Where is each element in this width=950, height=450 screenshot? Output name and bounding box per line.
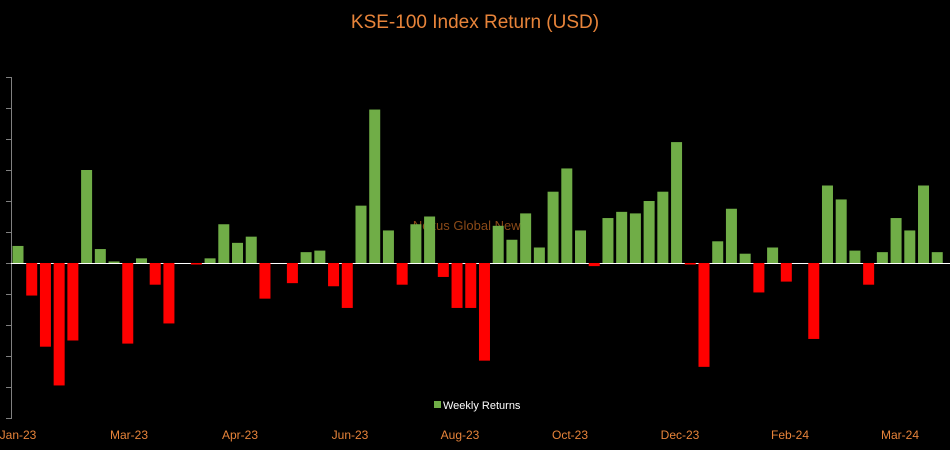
- bar: [259, 263, 271, 299]
- bar: [739, 253, 751, 263]
- bar: [451, 263, 463, 308]
- x-tick-label: Apr-23: [222, 428, 258, 442]
- legend: Weekly Returns: [434, 400, 521, 412]
- bar: [204, 258, 216, 263]
- bar: [122, 263, 134, 344]
- bar: [382, 230, 394, 263]
- bar: [135, 258, 147, 263]
- bar: [863, 263, 875, 285]
- bar: [671, 142, 683, 263]
- bar: [300, 252, 312, 263]
- bar: [163, 263, 175, 324]
- y-axis-ticks: [6, 77, 12, 419]
- x-tick-label: Oct-23: [552, 428, 588, 442]
- bar: [575, 230, 587, 263]
- bar: [67, 263, 79, 341]
- bar: [657, 191, 669, 263]
- bar: [12, 245, 24, 263]
- bar: [835, 199, 847, 263]
- bar: [410, 224, 422, 263]
- bar: [465, 263, 477, 308]
- bar: [437, 263, 449, 277]
- bar: [753, 263, 765, 293]
- x-tick-label: Mar-24: [881, 428, 919, 442]
- bar: [81, 170, 93, 263]
- bar: [629, 213, 641, 263]
- x-tick-label: Mar-23: [110, 428, 148, 442]
- bar: [355, 205, 367, 263]
- x-tick-label: Aug-23: [441, 428, 480, 442]
- bar: [547, 191, 559, 263]
- bar: [588, 263, 600, 267]
- bar: [369, 109, 381, 263]
- x-tick-label: Jan-23: [0, 428, 37, 442]
- bar: [424, 216, 436, 263]
- bar: [849, 250, 861, 263]
- bar: [725, 208, 737, 263]
- x-tick-label: Jun-23: [332, 428, 369, 442]
- bar: [904, 230, 916, 263]
- bar: [616, 211, 628, 263]
- bar: [698, 263, 710, 367]
- bar: [918, 185, 930, 263]
- bar: [780, 263, 792, 282]
- bar: [492, 225, 504, 263]
- bar: [26, 263, 38, 296]
- x-tick-label: Feb-24: [771, 428, 809, 442]
- bar: [478, 263, 490, 361]
- bar: [876, 252, 888, 263]
- bar: [341, 263, 353, 308]
- bar: [506, 239, 518, 263]
- bar: [890, 218, 902, 263]
- bar: [149, 263, 161, 285]
- bar: [396, 263, 408, 285]
- bar: [94, 249, 106, 263]
- bar: [684, 263, 696, 265]
- bar: [533, 247, 545, 263]
- bar: [643, 201, 655, 263]
- bar: [190, 263, 202, 265]
- bar: [520, 213, 532, 263]
- legend-label: Weekly Returns: [443, 400, 521, 412]
- bar: [821, 185, 833, 263]
- bar: [767, 247, 779, 263]
- bar: [561, 168, 573, 263]
- bar: [328, 263, 340, 287]
- x-axis-labels: Jan-23 Mar-23 Apr-23 Jun-23 Aug-23 Oct-23 Dec-…: [0, 428, 919, 442]
- bar: [53, 263, 65, 386]
- bar: [245, 236, 257, 263]
- bar: [232, 242, 244, 263]
- bar-group: [12, 109, 943, 386]
- bar: [218, 224, 230, 263]
- bar: [712, 241, 724, 263]
- bar: [314, 250, 326, 263]
- legend-swatch: [434, 401, 441, 408]
- chart-title: KSE-100 Index Return (USD): [351, 12, 599, 33]
- x-tick-label: Dec-23: [661, 428, 700, 442]
- bar: [808, 263, 820, 339]
- bar: [286, 263, 298, 284]
- bar: [931, 252, 943, 263]
- bar: [602, 218, 614, 263]
- bar: [108, 261, 120, 263]
- bar: [39, 263, 51, 347]
